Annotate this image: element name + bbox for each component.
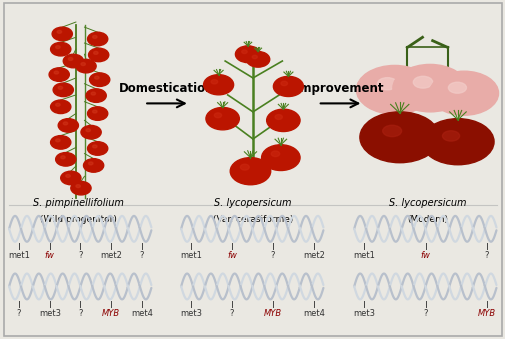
Circle shape bbox=[50, 100, 71, 114]
Circle shape bbox=[93, 52, 98, 54]
Text: S. lycopersicum: S. lycopersicum bbox=[388, 198, 466, 208]
Circle shape bbox=[68, 58, 73, 60]
Circle shape bbox=[89, 73, 110, 86]
Text: Domestication: Domestication bbox=[119, 82, 214, 95]
Circle shape bbox=[76, 59, 96, 73]
Ellipse shape bbox=[377, 78, 396, 90]
Circle shape bbox=[66, 175, 70, 177]
Circle shape bbox=[58, 86, 63, 89]
Circle shape bbox=[88, 48, 109, 62]
Text: met3: met3 bbox=[180, 309, 201, 318]
Text: ?: ? bbox=[78, 309, 82, 318]
Circle shape bbox=[81, 63, 85, 65]
Circle shape bbox=[81, 125, 101, 139]
Text: fw: fw bbox=[227, 251, 236, 260]
Text: met4: met4 bbox=[131, 309, 153, 318]
Text: ?: ? bbox=[139, 251, 144, 260]
Text: MYB: MYB bbox=[102, 309, 120, 318]
Text: fw: fw bbox=[45, 251, 55, 260]
Text: met3: met3 bbox=[39, 309, 61, 318]
Text: S. pimpinellifolium: S. pimpinellifolium bbox=[33, 198, 124, 208]
Circle shape bbox=[94, 76, 99, 79]
Circle shape bbox=[56, 46, 60, 48]
Circle shape bbox=[87, 107, 108, 120]
Circle shape bbox=[50, 42, 71, 56]
Circle shape bbox=[266, 109, 299, 132]
Text: met1: met1 bbox=[352, 251, 374, 260]
Circle shape bbox=[61, 156, 65, 159]
Text: fw: fw bbox=[420, 251, 430, 260]
Ellipse shape bbox=[392, 64, 467, 112]
Circle shape bbox=[49, 68, 69, 81]
Circle shape bbox=[61, 171, 81, 185]
Circle shape bbox=[251, 55, 257, 59]
Ellipse shape bbox=[447, 82, 466, 93]
Text: ?: ? bbox=[270, 251, 275, 260]
Circle shape bbox=[83, 159, 104, 172]
Text: ?: ? bbox=[484, 251, 488, 260]
Circle shape bbox=[275, 115, 282, 119]
Circle shape bbox=[86, 89, 106, 102]
Text: ?: ? bbox=[423, 309, 427, 318]
Circle shape bbox=[203, 75, 233, 95]
Ellipse shape bbox=[429, 71, 497, 115]
Ellipse shape bbox=[441, 131, 459, 141]
Circle shape bbox=[57, 31, 62, 33]
Circle shape bbox=[211, 80, 217, 84]
Text: ?: ? bbox=[17, 309, 21, 318]
Circle shape bbox=[235, 46, 260, 63]
Text: (Modern): (Modern) bbox=[406, 215, 447, 224]
Circle shape bbox=[52, 27, 72, 41]
Circle shape bbox=[87, 32, 108, 46]
Ellipse shape bbox=[413, 76, 432, 88]
Circle shape bbox=[246, 52, 269, 67]
Circle shape bbox=[58, 119, 78, 132]
Circle shape bbox=[50, 136, 71, 149]
Circle shape bbox=[56, 103, 60, 106]
Text: MYB: MYB bbox=[477, 309, 495, 318]
Ellipse shape bbox=[359, 112, 439, 163]
Circle shape bbox=[271, 151, 279, 157]
Circle shape bbox=[214, 113, 221, 118]
Ellipse shape bbox=[356, 65, 432, 114]
Circle shape bbox=[92, 110, 97, 113]
Circle shape bbox=[63, 122, 68, 125]
Circle shape bbox=[273, 76, 303, 97]
Text: met4: met4 bbox=[302, 309, 324, 318]
Circle shape bbox=[206, 107, 239, 130]
Circle shape bbox=[240, 164, 249, 170]
Circle shape bbox=[71, 181, 91, 195]
Circle shape bbox=[76, 185, 80, 187]
Circle shape bbox=[91, 92, 95, 95]
Circle shape bbox=[241, 50, 247, 54]
Circle shape bbox=[56, 153, 76, 166]
Text: ?: ? bbox=[78, 251, 82, 260]
Circle shape bbox=[87, 142, 108, 155]
Text: met1: met1 bbox=[8, 251, 30, 260]
Text: MYB: MYB bbox=[264, 309, 281, 318]
Circle shape bbox=[92, 36, 97, 38]
Circle shape bbox=[280, 81, 287, 86]
Circle shape bbox=[56, 139, 60, 142]
Circle shape bbox=[53, 83, 73, 97]
Circle shape bbox=[261, 145, 299, 171]
Circle shape bbox=[86, 129, 90, 132]
Circle shape bbox=[54, 71, 59, 74]
Ellipse shape bbox=[421, 119, 493, 165]
Text: Improvement: Improvement bbox=[296, 82, 384, 95]
Text: ?: ? bbox=[229, 309, 234, 318]
Ellipse shape bbox=[382, 125, 401, 137]
Text: S. lycopersicum: S. lycopersicum bbox=[214, 198, 291, 208]
Circle shape bbox=[230, 158, 270, 185]
Text: met2: met2 bbox=[100, 251, 122, 260]
Text: met1: met1 bbox=[180, 251, 201, 260]
Text: met3: met3 bbox=[352, 309, 374, 318]
Circle shape bbox=[88, 162, 93, 165]
Text: met2: met2 bbox=[302, 251, 324, 260]
Text: (Var. cerasiforme): (Var. cerasiforme) bbox=[213, 215, 292, 224]
Text: (Wild progenitor): (Wild progenitor) bbox=[40, 215, 117, 224]
Circle shape bbox=[63, 54, 83, 68]
Circle shape bbox=[92, 145, 97, 148]
